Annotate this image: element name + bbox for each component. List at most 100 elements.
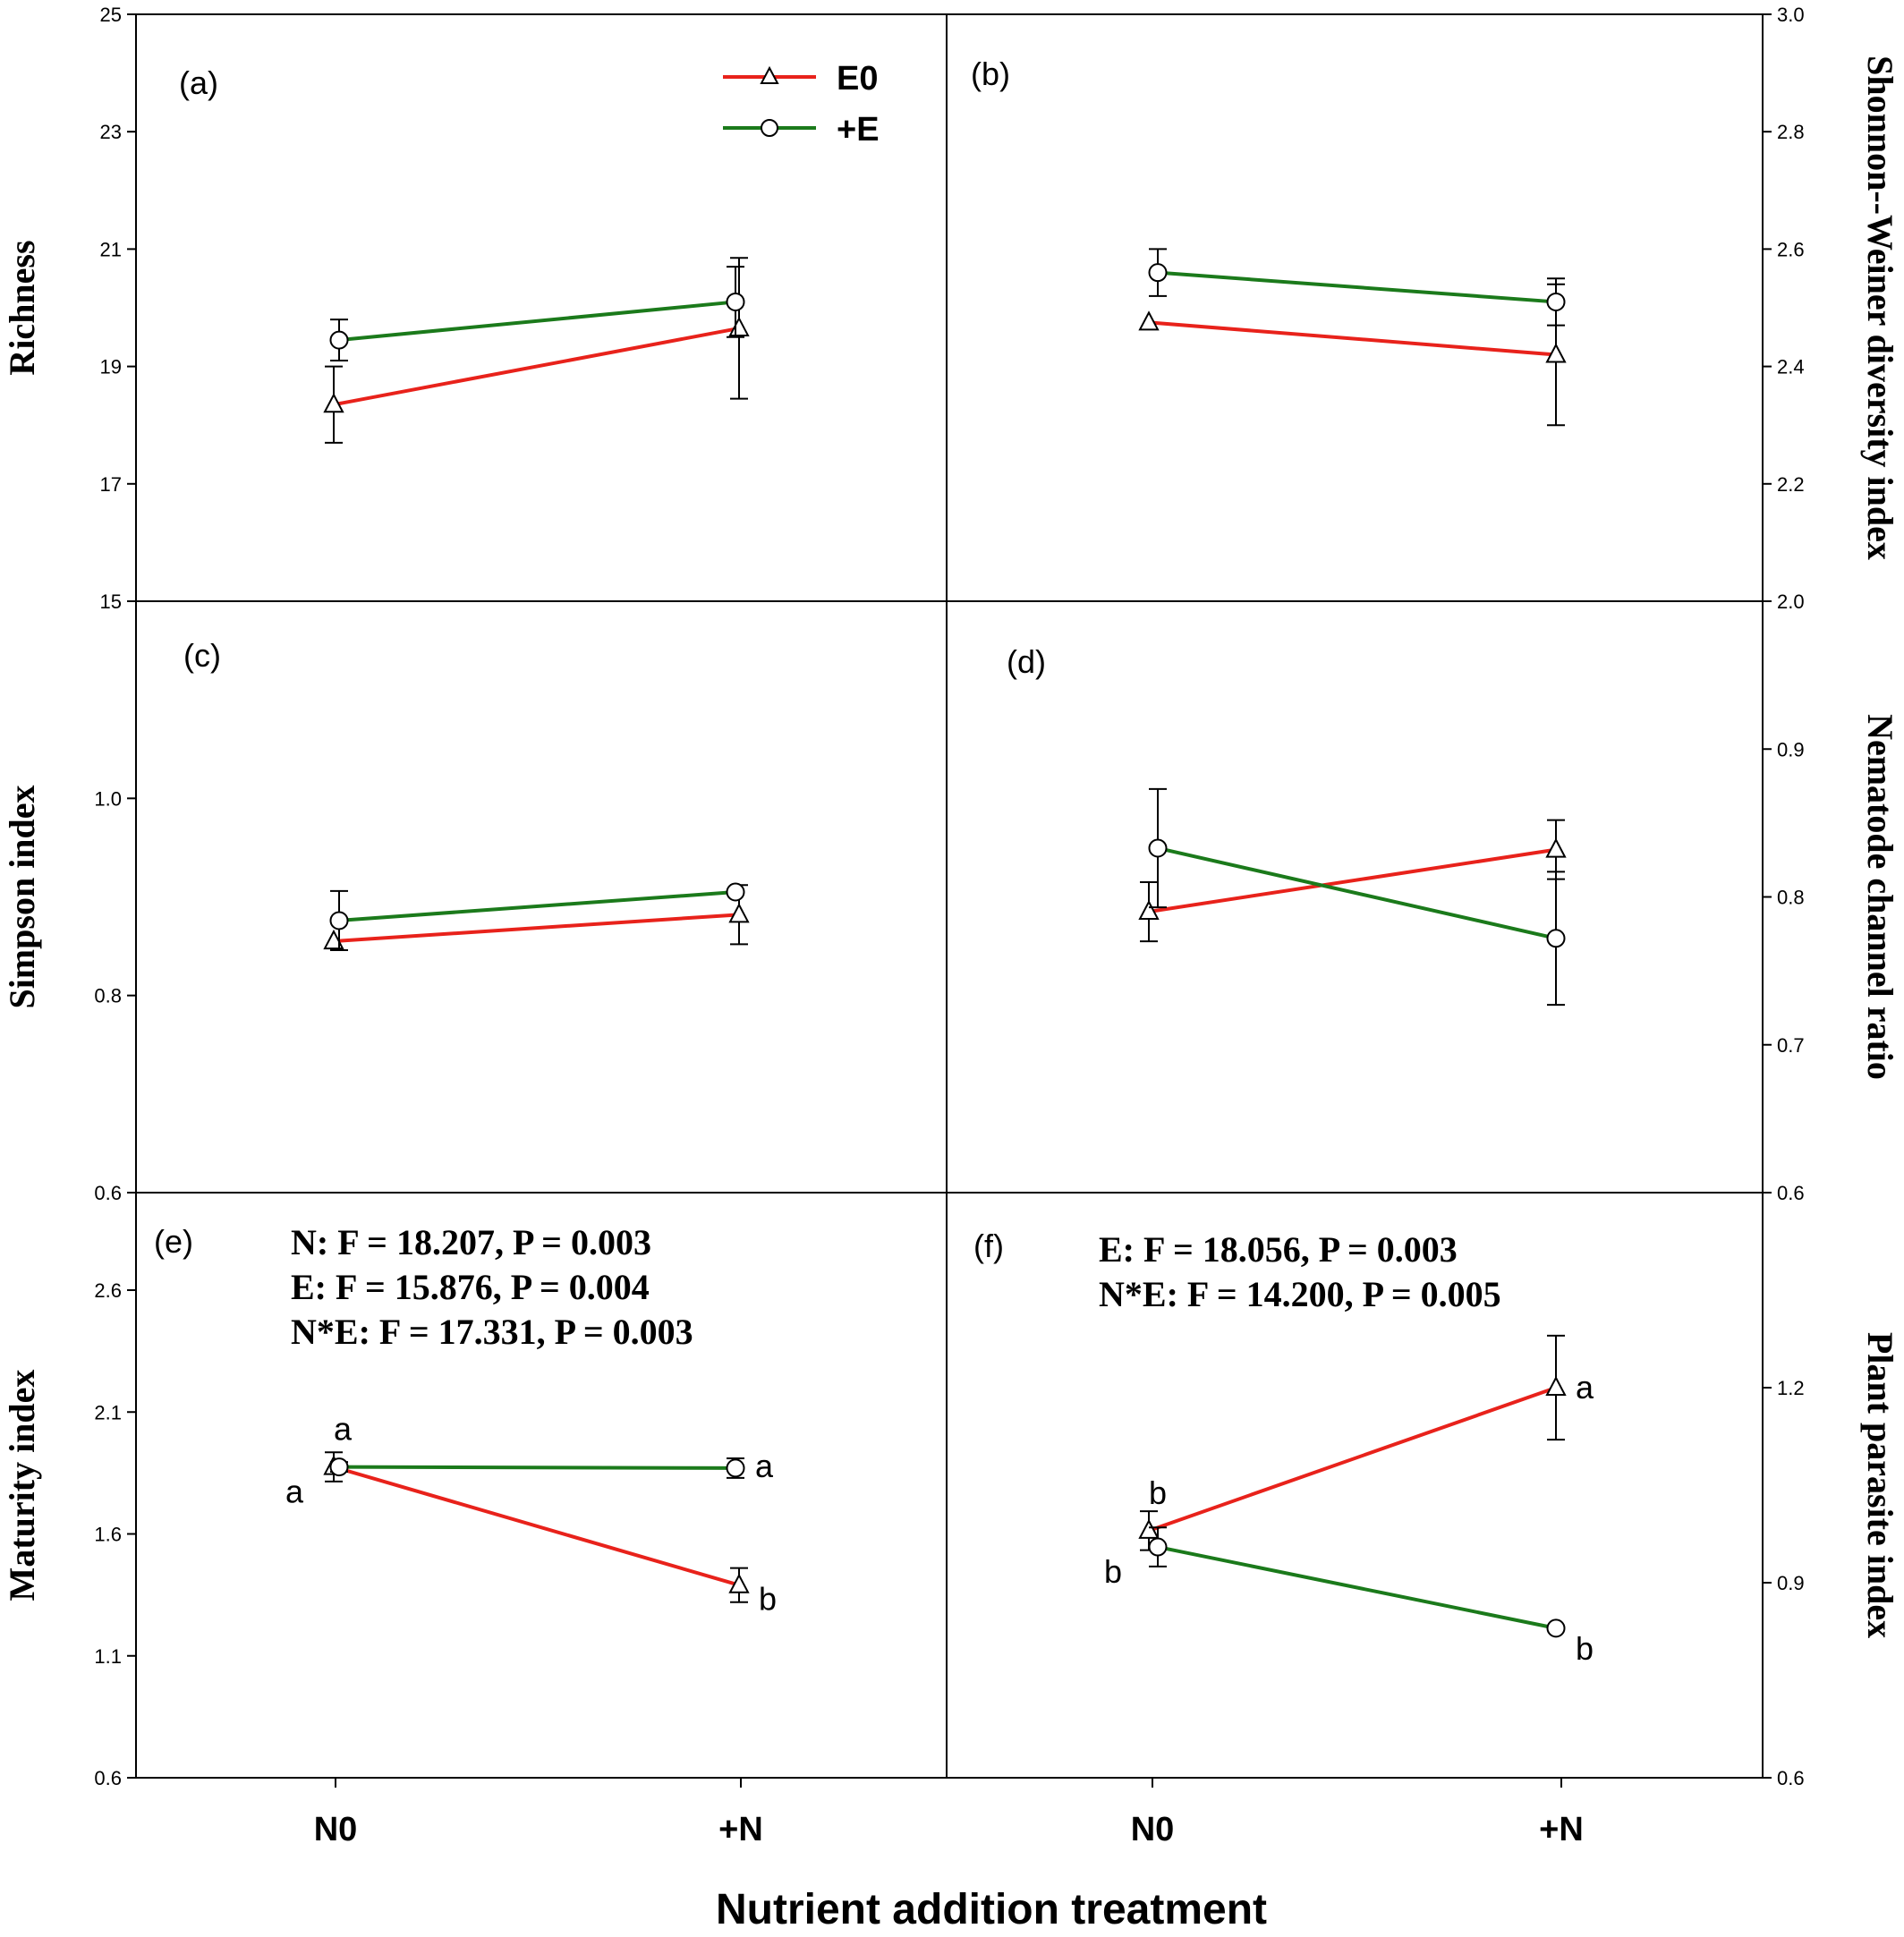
y-tick-label: 2.6 — [1777, 238, 1805, 260]
data-point-triangle — [728, 316, 750, 336]
stat-annotation: N*E: F = 17.331, P = 0.003 — [291, 1312, 693, 1352]
x-axis-title: Nutrient addition treatment — [716, 1886, 1267, 1933]
plot-border — [135, 13, 1764, 1779]
panel-label: (c) — [183, 637, 221, 674]
data-point-triangle — [1138, 310, 1160, 331]
y-tick-label: 0.6 — [94, 1767, 122, 1789]
panel-label: (f) — [973, 1228, 1004, 1264]
series-line-e0 — [333, 326, 740, 407]
x-category-label-plus-n-left: +N — [718, 1811, 763, 1848]
series-line-e0 — [1148, 320, 1557, 357]
y-tick-label: 25 — [100, 4, 122, 26]
series-line-e0 — [333, 913, 740, 944]
y-tick-label: 0.8 — [1777, 887, 1805, 909]
y-axis-title: Nematode channel ratio — [1860, 714, 1900, 1080]
y-tick-label: 17 — [100, 473, 122, 496]
significance-letter: a — [755, 1448, 774, 1484]
series-line-plus-e — [1157, 270, 1557, 304]
y-tick-label: 0.6 — [1777, 1182, 1805, 1204]
y-axis-title: Plant parasite index — [1860, 1332, 1900, 1638]
data-point-circle — [1546, 292, 1566, 311]
significance-letter: a — [1576, 1369, 1594, 1406]
series-line-e0 — [1148, 847, 1557, 914]
stat-annotation: E: F = 18.056, P = 0.003 — [1099, 1229, 1458, 1270]
y-tick-label: 15 — [100, 590, 122, 613]
y-tick-label: 0.6 — [1777, 1767, 1805, 1789]
data-point-triangle — [728, 903, 750, 923]
x-category-label-n0-left: N0 — [314, 1811, 358, 1848]
panels: 15 17 19 21 23 25 Richness (a) 2.0 2.2 2.4 2.6 2.8 3.… — [2, 4, 1900, 1789]
panel-d: 0.6 0.7 0.8 0.9 Nematode channel ratio (d) — [1007, 643, 1900, 1204]
x-category-label-n0-right: N0 — [1131, 1811, 1175, 1848]
y-tick-label: 0.9 — [1777, 1572, 1805, 1594]
panel-a: 15 17 19 21 23 25 Richness (a) — [2, 4, 750, 613]
legend-label-e0: E0 — [837, 60, 878, 98]
y-tick-label: 0.7 — [1777, 1034, 1805, 1057]
y-tick-label: 2.4 — [1777, 356, 1805, 378]
y-axis-title: Richness — [2, 240, 42, 375]
significance-letter: a — [334, 1411, 353, 1448]
data-point-triangle — [1138, 899, 1160, 921]
y-tick-label: 0.6 — [94, 1182, 122, 1204]
figure-frame — [135, 13, 1764, 1788]
data-point-circle — [1546, 1618, 1566, 1638]
data-point-circle — [329, 911, 349, 930]
data-point-circle — [1148, 838, 1168, 858]
x-category-label-plus-n-right: +N — [1539, 1811, 1584, 1848]
significance-letter: a — [285, 1474, 304, 1510]
series-line-plus-e — [338, 300, 736, 343]
data-point-triangle — [1545, 837, 1567, 858]
y-tick-label: 2.6 — [94, 1279, 122, 1302]
significance-letter: b — [759, 1581, 777, 1618]
panel-f: 0.6 0.9 1.2 Plant parasite index (f) b a b b E: F… — [973, 1228, 1900, 1789]
y-tick-label: 2.0 — [1777, 590, 1805, 613]
legend-circle-marker — [761, 119, 778, 137]
data-point-circle — [329, 330, 349, 350]
y-tick-label: 1.1 — [94, 1645, 122, 1668]
panel-label: (a) — [179, 64, 218, 101]
y-tick-label: 1.6 — [94, 1524, 122, 1546]
data-point-circle — [1546, 929, 1566, 948]
y-tick-label: 2.8 — [1777, 121, 1805, 143]
significance-letter: b — [1104, 1553, 1122, 1590]
data-point-triangle — [1545, 343, 1567, 363]
y-tick-label: 23 — [100, 121, 122, 143]
y-tick-label: 21 — [100, 238, 122, 260]
legend-triangle-marker — [760, 65, 779, 84]
series-line-e0 — [333, 1465, 740, 1587]
series-line-plus-e — [338, 889, 736, 922]
data-point-triangle — [728, 1573, 750, 1593]
stat-annotation: N: F = 18.207, P = 0.003 — [291, 1222, 651, 1262]
series-line-e0 — [1148, 1386, 1557, 1533]
data-point-triangle — [1545, 1375, 1567, 1396]
series-line-plus-e — [1157, 1545, 1557, 1630]
significance-letter: b — [1576, 1630, 1594, 1667]
y-tick-label: 2.2 — [1777, 473, 1805, 496]
data-point-circle — [329, 1457, 349, 1477]
significance-letter: b — [1149, 1474, 1167, 1511]
data-point-circle — [726, 1458, 745, 1478]
series-line-plus-e — [1157, 846, 1557, 940]
data-point-circle — [1148, 263, 1168, 283]
stat-annotation: E: F = 15.876, P = 0.004 — [291, 1267, 650, 1307]
y-axis-title: Maturity index — [2, 1370, 42, 1601]
data-point-circle — [726, 882, 745, 902]
data-point-circle — [726, 292, 745, 311]
panel-c: 0.6 0.8 1.0 Simpson index (c) — [2, 637, 750, 1204]
y-tick-label: 1.2 — [1777, 1377, 1805, 1399]
panel-label: (d) — [1007, 643, 1046, 680]
legend-label-plus-e: +E — [837, 111, 880, 149]
data-point-circle — [1148, 1537, 1168, 1557]
stat-annotation: N*E: F = 14.200, P = 0.005 — [1099, 1274, 1501, 1314]
series-line-plus-e — [338, 1465, 736, 1470]
y-tick-label: 0.8 — [94, 985, 122, 1007]
data-point-triangle — [1138, 1518, 1160, 1539]
y-axis-title: Simpson index — [2, 785, 42, 1008]
y-tick-label: 2.1 — [94, 1401, 122, 1423]
panel-b: 2.0 2.2 2.4 2.6 2.8 3.0 Shonnon--Weiner divers… — [971, 4, 1900, 613]
y-tick-label: 1.0 — [94, 787, 122, 810]
y-axis-title: Shonnon--Weiner diversity index — [1860, 55, 1900, 560]
legend: E0 +E — [723, 60, 880, 149]
